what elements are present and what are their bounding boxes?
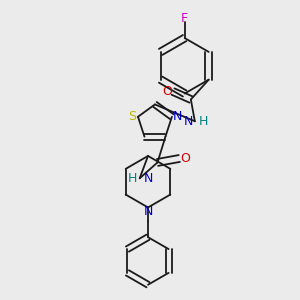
Text: N: N — [184, 115, 193, 128]
Text: F: F — [181, 12, 188, 25]
Text: S: S — [128, 110, 136, 123]
Text: N: N — [173, 110, 182, 123]
Text: N: N — [144, 172, 153, 185]
Text: H: H — [199, 115, 208, 128]
Text: O: O — [180, 152, 190, 165]
Text: N: N — [143, 205, 153, 218]
Text: H: H — [127, 172, 137, 185]
Text: O: O — [162, 85, 172, 98]
